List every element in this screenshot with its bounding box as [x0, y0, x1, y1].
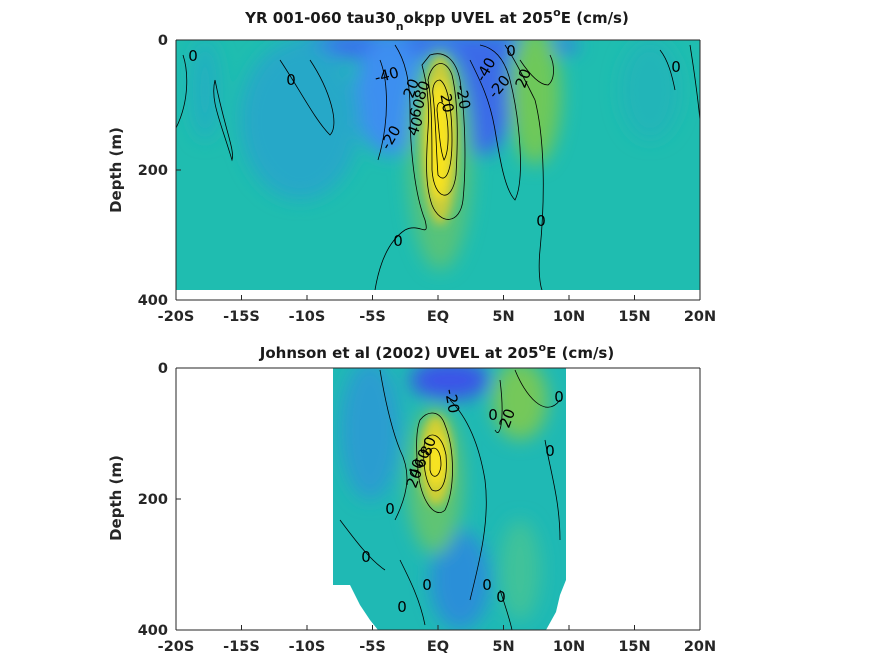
- x-tick-label: -10S: [289, 309, 326, 325]
- x-tick-label: -20S: [158, 309, 195, 325]
- y-tick-label: 0: [158, 33, 168, 49]
- y-tick-label: 200: [138, 163, 168, 179]
- x-tick-label: 15N: [618, 639, 650, 655]
- x-tick-label: 20N: [684, 639, 716, 655]
- contour-label: 20: [496, 406, 519, 430]
- contour-label: -40: [373, 63, 401, 87]
- panel-2-west-flow-surface: [410, 368, 490, 400]
- panel-2-contours: [339, 369, 561, 630]
- panel-2-y-axis-label: Depth (m): [107, 455, 125, 541]
- y-tick-label: 400: [138, 293, 168, 309]
- panel-1-y-axis-label: Depth (m): [107, 127, 125, 213]
- contour-label: 0: [393, 232, 403, 250]
- panel-2-title: Johnson et al (2002) UVEL at 205oE (cm/s…: [259, 341, 614, 362]
- x-tick-label: -5S: [359, 309, 386, 325]
- contour-label: 80: [411, 78, 434, 102]
- contour-label: 0: [385, 500, 395, 518]
- contour-label: 40: [405, 456, 428, 480]
- contour-label: 0: [422, 576, 432, 594]
- x-tick-label: 10N: [553, 309, 585, 325]
- contour-label: -20: [452, 84, 474, 111]
- panel-2-deep-west: [430, 530, 490, 630]
- contour-label: 0: [188, 47, 198, 65]
- x-tick-label: EQ: [427, 309, 449, 325]
- contour-label: 40: [404, 114, 427, 138]
- y-tick-label: 0: [158, 361, 168, 377]
- panel-1: YR 001-060 tau30nokpp UVEL at 205oE (cm/…: [107, 6, 716, 325]
- panel-1-euc-core: [428, 80, 450, 200]
- x-tick-label: 20N: [684, 309, 716, 325]
- x-tick-label: 10N: [553, 639, 585, 655]
- contour-label: 20: [436, 92, 457, 114]
- contour-label: 0: [286, 71, 296, 89]
- x-tick-label: -20S: [158, 639, 195, 655]
- contour-label: 0: [496, 588, 506, 606]
- panel-1-west-flow-surface: [280, 40, 580, 60]
- contour-label: 0: [671, 58, 681, 76]
- x-tick-label: 5N: [492, 639, 514, 655]
- contour-label: 0: [482, 576, 492, 594]
- x-tick-label: EQ: [427, 639, 449, 655]
- x-tick-label: -5S: [359, 639, 386, 655]
- panel-1-heatmap: [176, 40, 700, 290]
- panel-2-deep-east: [500, 520, 540, 620]
- panel-2-axes: [175, 367, 701, 631]
- panel-2-heatmap: [333, 368, 566, 630]
- x-tick-label: -15S: [223, 309, 260, 325]
- panel-2-necc: [492, 368, 548, 440]
- panel-1-sec-south: [355, 40, 425, 155]
- contour-label: 60: [406, 96, 429, 120]
- y-tick-label: 400: [138, 623, 168, 639]
- contour-label: 20: [403, 466, 426, 490]
- x-tick-label: 15N: [618, 309, 650, 325]
- contour-label: -20: [441, 388, 463, 415]
- contour-label: 0: [397, 598, 407, 616]
- panel-2-south-west-flow: [340, 368, 400, 500]
- x-tick-label: -15S: [223, 639, 260, 655]
- contour-label: 60: [411, 446, 434, 470]
- contour-label: 0: [545, 442, 555, 460]
- contour-label: 0: [536, 212, 546, 230]
- x-tick-label: 5N: [492, 309, 514, 325]
- panel-1-south-pale: [240, 40, 360, 200]
- panel-1-title: YR 001-060 tau30nokpp UVEL at 205oE (cm/…: [244, 6, 629, 33]
- contour-label: 0: [554, 388, 564, 406]
- contour-label: 20: [400, 76, 423, 100]
- contour-label: 0: [506, 42, 516, 60]
- contour-label: 20: [512, 66, 535, 90]
- contour-label: 0: [361, 548, 371, 566]
- panel-1-contours: [176, 44, 700, 290]
- y-tick-label: 200: [138, 492, 168, 508]
- panel-1-side-band-west: [190, 40, 220, 140]
- x-tick-label: -10S: [289, 639, 326, 655]
- contour-label: 0: [488, 406, 498, 424]
- panel-2: Johnson et al (2002) UVEL at 205oE (cm/s…: [107, 341, 716, 655]
- panel-1-side-band-east: [620, 40, 680, 140]
- contour-label: 80: [417, 434, 440, 458]
- panel-1-necc: [509, 40, 561, 165]
